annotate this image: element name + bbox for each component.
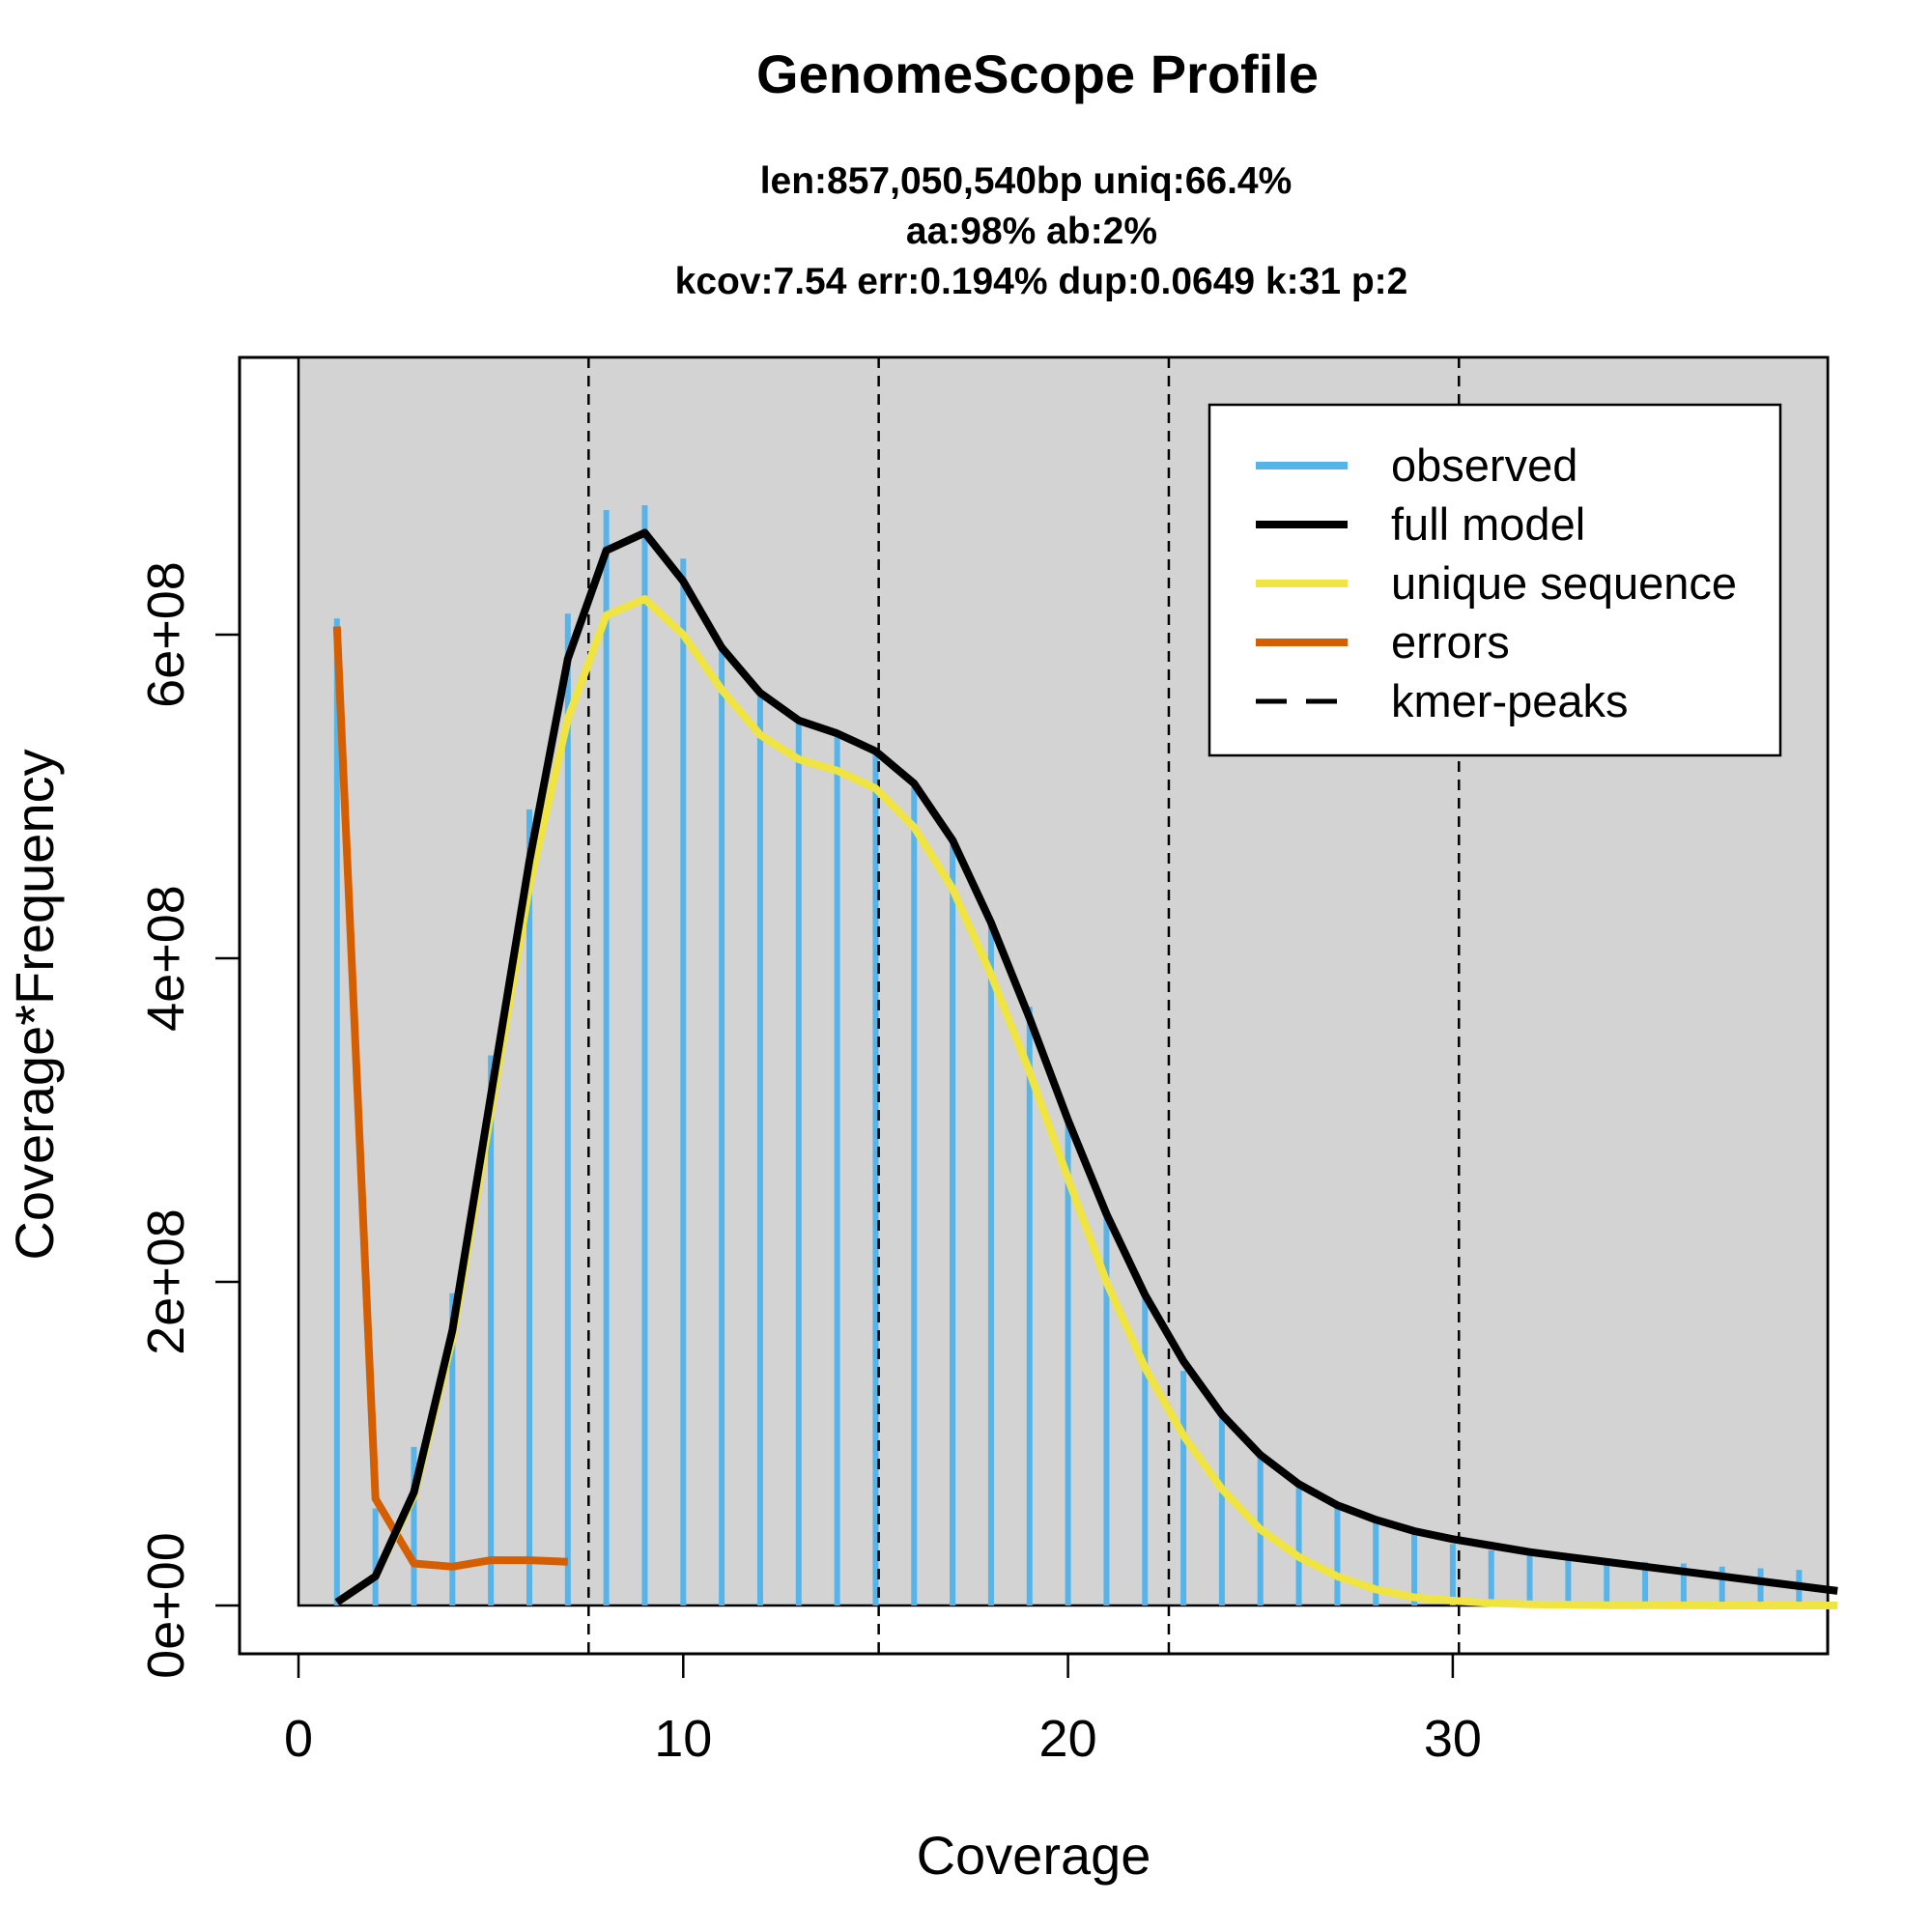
y-axis: 0e+00 2e+08 4e+08 6e+08 [137,561,242,1679]
chart-subtitle-line-1: len:857,050,540bp uniq:66.4% [760,160,1293,202]
y-tick-label: 4e+08 [137,885,195,1032]
y-tick-label: 2e+08 [137,1208,195,1355]
model-lines [332,528,1838,1609]
x-tick-label: 10 [654,1710,712,1768]
errors-line [332,626,568,1571]
chart-subtitle-line-3: kcov:7.54 err:0.194% dup:0.0649 k:31 p:2 [675,261,1408,302]
legend-label: unique sequence [1391,557,1737,609]
chart-subtitle-line-2: aa:98% ab:2% [906,211,1157,252]
x-tick-label: 0 [284,1710,313,1768]
legend: observed full model unique sequence errors k… [1208,403,1782,757]
legend-label: observed [1391,440,1577,491]
full-model-line [334,528,1838,1606]
y-tick-label: 0e+00 [137,1532,195,1679]
y-axis-label: Coverage*Frequency [4,749,65,1260]
x-tick-label: 30 [1424,1710,1482,1768]
x-axis: 0 10 20 30 [284,1652,1482,1768]
legend-label: errors [1391,616,1510,668]
unique-sequence-line [334,595,1838,1609]
kmer-peak-lines [587,357,1461,1654]
x-axis-label: Coverage [917,1825,1151,1886]
chart-title: GenomeScope Profile [756,43,1319,104]
legend-label: full model [1391,498,1585,550]
y-tick-label: 6e+08 [137,561,195,708]
legend-label: kmer-peaks [1391,675,1629,726]
x-tick-label: 20 [1039,1710,1097,1768]
